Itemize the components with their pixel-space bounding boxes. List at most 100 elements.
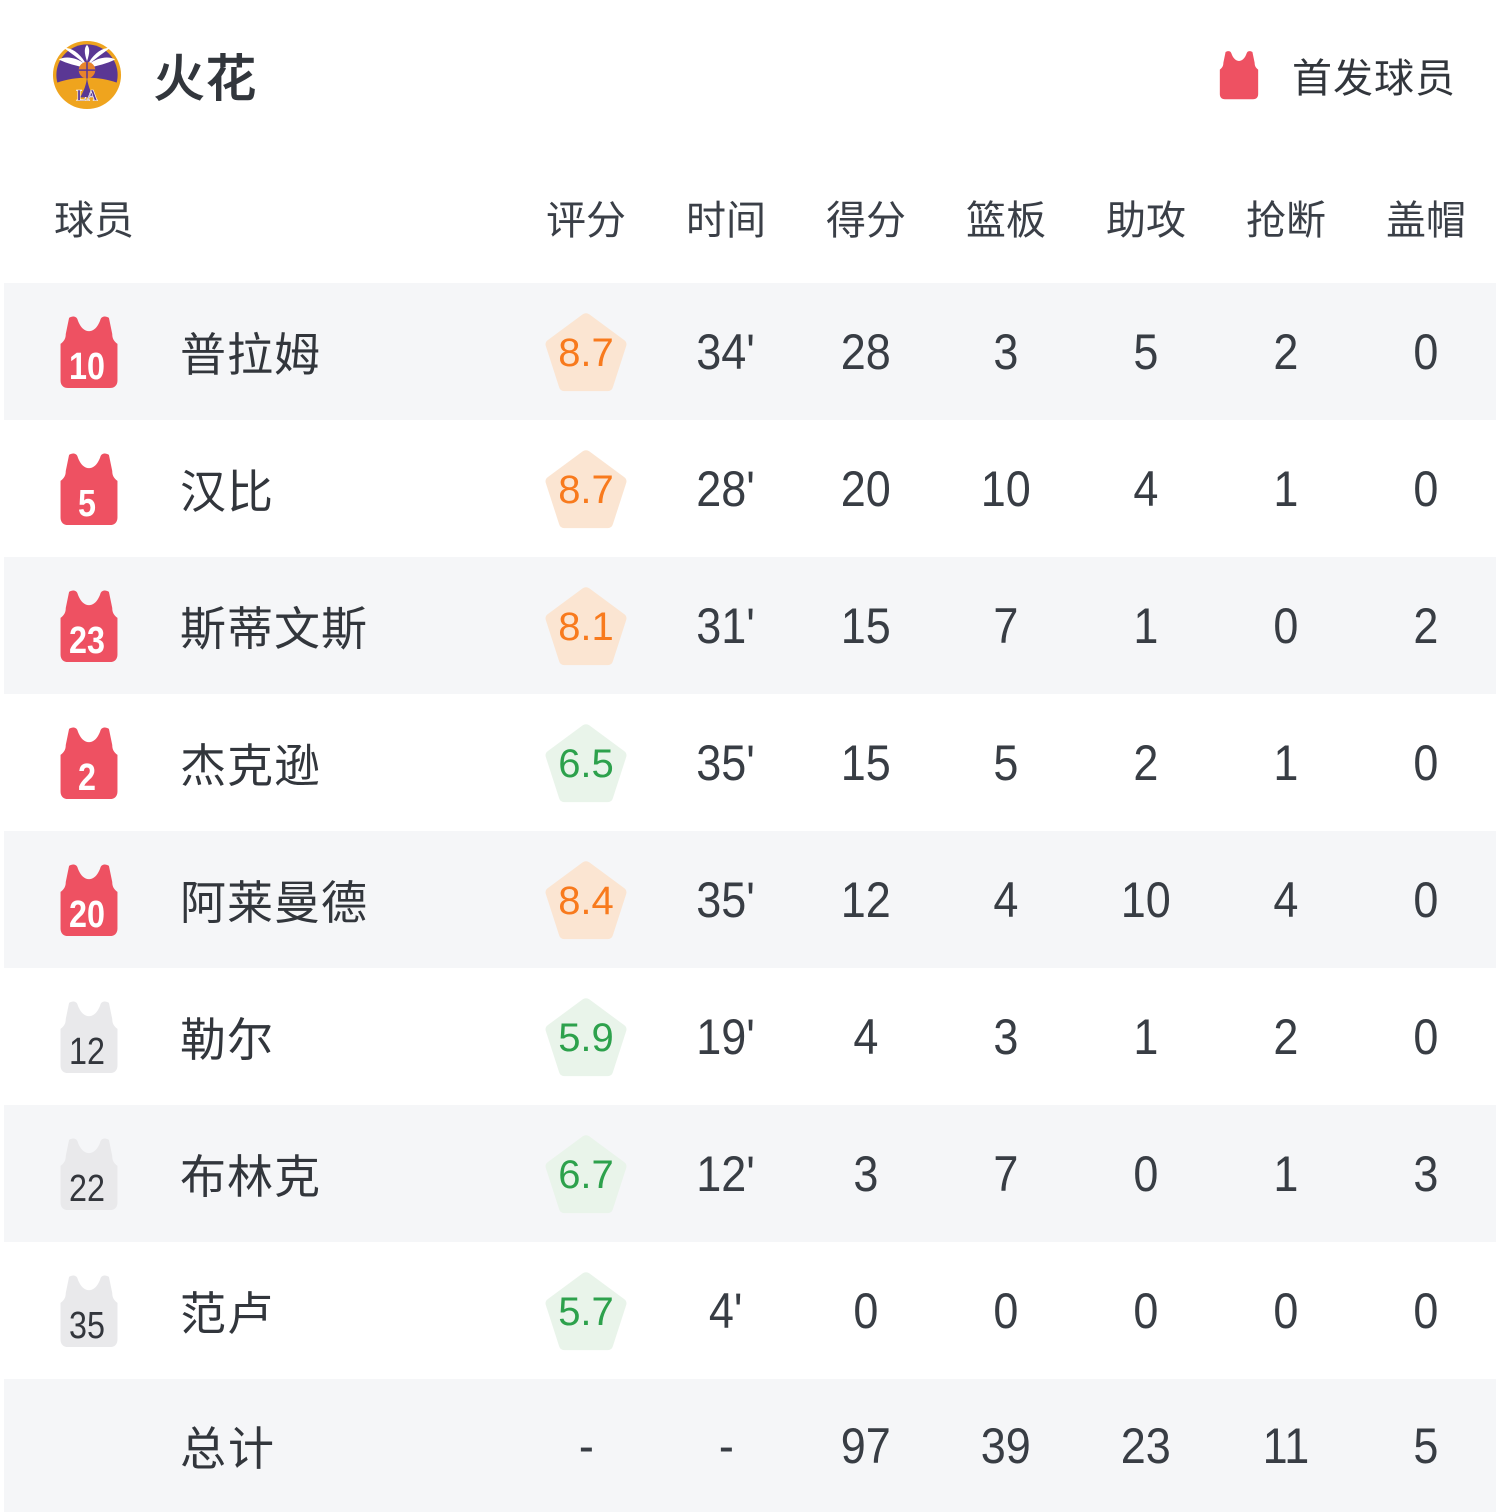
stat-time: 12' <box>696 1145 756 1202</box>
jersey-icon: 23 <box>54 589 124 663</box>
stat-points: 15 <box>840 597 892 654</box>
team-info: LA 火花 <box>52 39 258 111</box>
stat-rebounds: 4 <box>993 871 1019 928</box>
stat-rebounds: 5 <box>993 734 1019 791</box>
player-row[interactable]: 10 普拉姆 8.7 34' 28 3 5 2 0 <box>4 283 1496 420</box>
stat-steals: 2 <box>1273 1008 1299 1065</box>
stat-steals: 1 <box>1273 460 1299 517</box>
rating-value: 8.4 <box>558 878 614 923</box>
player-name: 范卢 <box>180 1287 274 1340</box>
rating-badge: 8.7 <box>544 312 628 392</box>
rating-badge: 5.7 <box>544 1271 628 1351</box>
rating-value: 5.7 <box>558 1289 614 1334</box>
stat-assists: 4 <box>1133 460 1159 517</box>
stat-points: 12 <box>840 871 892 928</box>
column-header-points: 得分 <box>826 198 906 243</box>
stat-assists: 0 <box>1133 1282 1159 1339</box>
rating-badge: 6.7 <box>544 1134 628 1214</box>
stat-points: 4 <box>853 1008 879 1065</box>
column-header-rebounds: 篮板 <box>966 198 1046 243</box>
player-row[interactable]: 12 勒尔 5.9 19' 4 3 1 2 0 <box>4 968 1496 1105</box>
stat-steals: 1 <box>1273 734 1299 791</box>
rating-badge: 5.9 <box>544 997 628 1077</box>
jersey-number: 12 <box>69 1030 105 1073</box>
table-body: 10 普拉姆 8.7 34' 28 3 5 2 0 5 <box>0 283 1500 1379</box>
player-row[interactable]: 23 斯蒂文斯 8.1 31' 15 7 1 0 2 <box>4 557 1496 694</box>
stat-steals: 2 <box>1273 323 1299 380</box>
starter-jersey-icon <box>1219 51 1259 100</box>
player-name: 杰克逊 <box>180 739 321 792</box>
rating-value: 6.5 <box>558 741 614 786</box>
stat-rebounds: 7 <box>993 1145 1019 1202</box>
stat-blocks: 0 <box>1413 734 1439 791</box>
stat-rebounds: 0 <box>993 1282 1019 1339</box>
stat-time: 4' <box>709 1282 743 1339</box>
table-header-row: 球员 评分 时间 得分 篮板 助攻 抢断 盖帽 <box>4 150 1496 283</box>
column-header-assists: 助攻 <box>1106 198 1186 243</box>
stat-points: 20 <box>840 460 892 517</box>
jersey-number: 10 <box>69 345 105 388</box>
jersey-icon: 2 <box>54 726 124 800</box>
player-name: 普拉姆 <box>180 328 321 381</box>
stat-points: 0 <box>853 1282 879 1339</box>
stat-blocks: 0 <box>1413 1282 1439 1339</box>
stat-rebounds: 10 <box>980 460 1032 517</box>
player-name: 勒尔 <box>180 1013 274 1066</box>
stat-time: 35' <box>696 871 756 928</box>
stat-points: 3 <box>853 1145 879 1202</box>
team-header: LA 火花 首发球员 <box>0 0 1500 150</box>
rating-value: 8.7 <box>558 467 614 512</box>
jersey-icon: 20 <box>54 863 124 937</box>
rating-badge: 8.7 <box>544 449 628 529</box>
team-name: 火花 <box>154 51 258 107</box>
rating-badge: 8.1 <box>544 586 628 666</box>
total-label: 总计 <box>180 1422 276 1475</box>
column-header-player: 球员 <box>54 198 134 243</box>
stat-steals: 4 <box>1273 871 1299 928</box>
stat-points: 15 <box>840 734 892 791</box>
total-rating: - <box>578 1417 594 1474</box>
stat-assists: 1 <box>1133 1008 1159 1065</box>
jersey-number: 2 <box>78 756 96 799</box>
stat-assists: 5 <box>1133 323 1159 380</box>
player-stats-table: 球员 评分 时间 得分 篮板 助攻 抢断 盖帽 10 普拉姆 <box>0 150 1500 1512</box>
stat-time: 35' <box>696 734 756 791</box>
total-blocks: 5 <box>1413 1417 1439 1474</box>
rating-badge: 8.4 <box>544 860 628 940</box>
jersey-number: 20 <box>69 893 105 936</box>
column-header-blocks: 盖帽 <box>1386 198 1466 243</box>
stat-assists: 1 <box>1133 597 1159 654</box>
rating-value: 5.9 <box>558 1015 614 1060</box>
jersey-number: 5 <box>78 482 96 525</box>
stat-assists: 2 <box>1133 734 1159 791</box>
team-logo-sparks-icon: LA <box>52 40 122 110</box>
stat-blocks: 0 <box>1413 460 1439 517</box>
stat-assists: 0 <box>1133 1145 1159 1202</box>
player-name: 阿莱曼德 <box>180 876 368 929</box>
rating-value: 6.7 <box>558 1152 614 1197</box>
stat-assists: 10 <box>1120 871 1172 928</box>
player-row[interactable]: 22 布林克 6.7 12' 3 7 0 1 3 <box>4 1105 1496 1242</box>
column-header-rating: 评分 <box>546 198 626 243</box>
player-name: 布林克 <box>180 1150 321 1203</box>
stat-rebounds: 7 <box>993 597 1019 654</box>
player-row[interactable]: 2 杰克逊 6.5 35' 15 5 2 1 0 <box>4 694 1496 831</box>
jersey-icon: 22 <box>54 1137 124 1211</box>
stat-rebounds: 3 <box>993 1008 1019 1065</box>
player-row[interactable]: 20 阿莱曼德 8.4 35' 12 4 10 4 0 <box>4 831 1496 968</box>
total-points: 97 <box>840 1417 892 1474</box>
rating-badge: 6.5 <box>544 723 628 803</box>
rating-value: 8.7 <box>558 330 614 375</box>
player-row[interactable]: 35 范卢 5.7 4' 0 0 0 0 0 <box>4 1242 1496 1379</box>
stat-blocks: 3 <box>1413 1145 1439 1202</box>
stat-rebounds: 3 <box>993 323 1019 380</box>
jersey-icon: 12 <box>54 1000 124 1074</box>
jersey-icon: 5 <box>54 452 124 526</box>
svg-text:LA: LA <box>76 87 98 104</box>
stat-steals: 0 <box>1273 597 1299 654</box>
stat-time: 34' <box>696 323 756 380</box>
player-row[interactable]: 5 汉比 8.7 28' 20 10 4 1 0 <box>4 420 1496 557</box>
stat-time: 31' <box>696 597 756 654</box>
stat-time: 19' <box>696 1008 756 1065</box>
total-rebounds: 39 <box>980 1417 1032 1474</box>
